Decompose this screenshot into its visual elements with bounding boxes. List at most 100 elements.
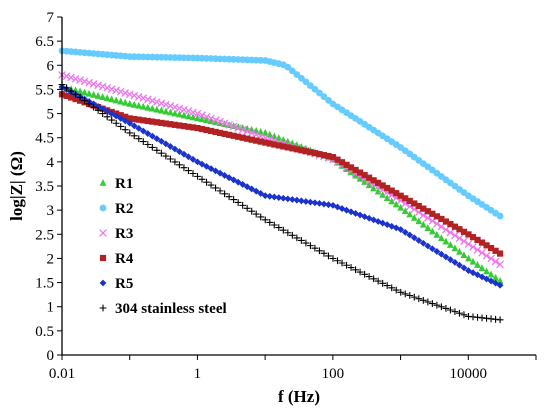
data-point — [469, 243, 477, 251]
legend-label: R1 — [115, 176, 133, 192]
data-point — [140, 117, 147, 124]
data-point — [135, 101, 143, 109]
data-point — [343, 161, 350, 168]
data-point — [117, 97, 125, 105]
data-point — [234, 199, 242, 206]
data-point — [284, 229, 292, 237]
data-point — [166, 143, 174, 150]
data-point — [388, 284, 396, 292]
data-point — [157, 149, 165, 157]
data-point — [148, 104, 156, 112]
data-point — [198, 160, 206, 168]
y-tick-label: 1 — [47, 300, 55, 316]
data-point — [297, 74, 305, 82]
data-point — [302, 148, 309, 155]
data-point — [139, 127, 147, 135]
data-point — [361, 172, 368, 179]
y-tick-label: 3.5 — [35, 179, 54, 195]
data-point — [130, 91, 139, 100]
data-point — [63, 92, 70, 99]
data-point — [112, 112, 120, 120]
data-point — [270, 221, 278, 229]
data-point — [121, 126, 129, 134]
data-point — [194, 114, 201, 122]
data-point — [220, 119, 229, 128]
data-point — [184, 107, 193, 115]
data-point — [221, 130, 228, 137]
data-point — [212, 128, 219, 136]
data-point — [225, 193, 233, 201]
data-point — [307, 149, 314, 156]
x-tick-label: 0.01 — [49, 366, 75, 382]
data-point — [67, 73, 75, 82]
data-point — [451, 308, 459, 316]
data-point — [80, 77, 89, 86]
data-point — [406, 197, 413, 205]
data-point — [185, 153, 192, 161]
data-point — [158, 119, 165, 127]
data-point — [139, 94, 148, 102]
data-point — [293, 234, 301, 242]
data-point — [117, 123, 125, 130]
data-point — [429, 210, 436, 217]
data-point — [438, 215, 445, 223]
data-point — [456, 261, 463, 269]
legend-label: R3 — [115, 226, 133, 242]
data-point — [139, 102, 147, 110]
data-point — [316, 89, 323, 97]
data-point — [307, 198, 314, 206]
data-point — [406, 210, 414, 218]
data-point — [289, 145, 296, 152]
data-point — [126, 115, 133, 122]
data-point — [447, 306, 454, 314]
data-point — [311, 150, 319, 157]
data-point — [401, 207, 409, 215]
y-tick-label: 5.5 — [35, 82, 54, 98]
y-tick-label: 6.5 — [35, 34, 54, 50]
legend-marker — [99, 279, 107, 287]
data-point — [81, 88, 88, 96]
data-point — [89, 80, 98, 88]
y-tick-label: 6 — [47, 58, 55, 74]
data-point — [311, 244, 319, 252]
data-point — [85, 100, 93, 108]
data-point — [216, 117, 224, 126]
data-point — [446, 228, 455, 237]
data-point — [212, 184, 219, 192]
data-point — [266, 219, 274, 226]
data-point — [257, 213, 265, 221]
data-point — [297, 197, 305, 205]
data-point — [320, 93, 328, 101]
data-point — [456, 247, 463, 255]
data-point — [234, 124, 243, 132]
data-point — [216, 119, 224, 127]
data-point — [108, 116, 116, 124]
data-point — [117, 115, 125, 122]
data-point — [316, 151, 323, 158]
y-tick-label: 0 — [47, 348, 55, 364]
data-point — [374, 277, 382, 285]
data-point — [424, 208, 431, 215]
data-point — [460, 264, 468, 272]
data-point — [261, 216, 269, 224]
data-point — [157, 137, 165, 145]
data-point — [338, 159, 346, 166]
y-tick-label: 3 — [47, 203, 55, 219]
data-point — [166, 108, 174, 116]
data-point — [139, 138, 147, 146]
data-point — [397, 288, 405, 296]
data-point — [144, 141, 152, 148]
data-point — [270, 132, 278, 140]
data-point — [203, 126, 210, 134]
data-point — [103, 113, 111, 121]
data-point — [293, 71, 301, 78]
data-point — [94, 92, 102, 99]
data-point — [478, 239, 486, 246]
data-point — [352, 266, 359, 274]
y-axis-title: log|Z| (Ω) — [7, 151, 26, 221]
data-point — [370, 177, 377, 184]
data-point — [428, 245, 436, 253]
data-point — [406, 292, 414, 299]
data-point — [130, 122, 138, 130]
data-point — [356, 169, 364, 176]
